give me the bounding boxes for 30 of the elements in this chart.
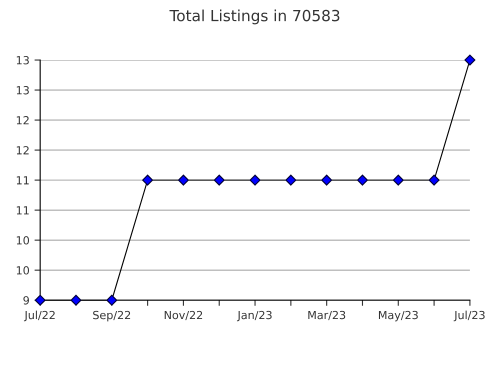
point [321, 174, 332, 186]
point [464, 54, 476, 66]
y-tick-label: 12 [16, 116, 29, 124]
y-tick-label: 11 [16, 176, 29, 184]
y-tick-label: 12 [16, 146, 29, 154]
point [106, 294, 118, 306]
point [250, 174, 261, 186]
point [70, 294, 82, 306]
x-tick-label: Mar/23 [308, 310, 346, 320]
x-tick-label: Jul/23 [454, 310, 485, 322]
y-tick-label: 13 [16, 56, 29, 64]
x-tick-label: Nov/22 [164, 310, 202, 320]
y-tick-label: 10 [16, 236, 30, 245]
y-tick-label: 10 [16, 266, 30, 275]
y-tick-label: 9 [23, 296, 29, 305]
x-tick-label: Jul/22 [24, 310, 55, 322]
x-tick-label: May/23 [378, 310, 418, 322]
point [178, 174, 189, 186]
point [357, 174, 368, 186]
point [214, 174, 225, 186]
y-tick-label: 11 [16, 206, 29, 214]
x-tick-label: Sep/22 [93, 310, 130, 322]
point [34, 294, 46, 306]
point [285, 174, 296, 186]
y-tick-label: 13 [16, 86, 29, 94]
point [142, 174, 154, 186]
point [428, 174, 440, 186]
chart-title: Total Listings in 70583 [169, 10, 340, 24]
x-tick-label: Jan/23 [236, 310, 272, 322]
point [392, 174, 404, 186]
